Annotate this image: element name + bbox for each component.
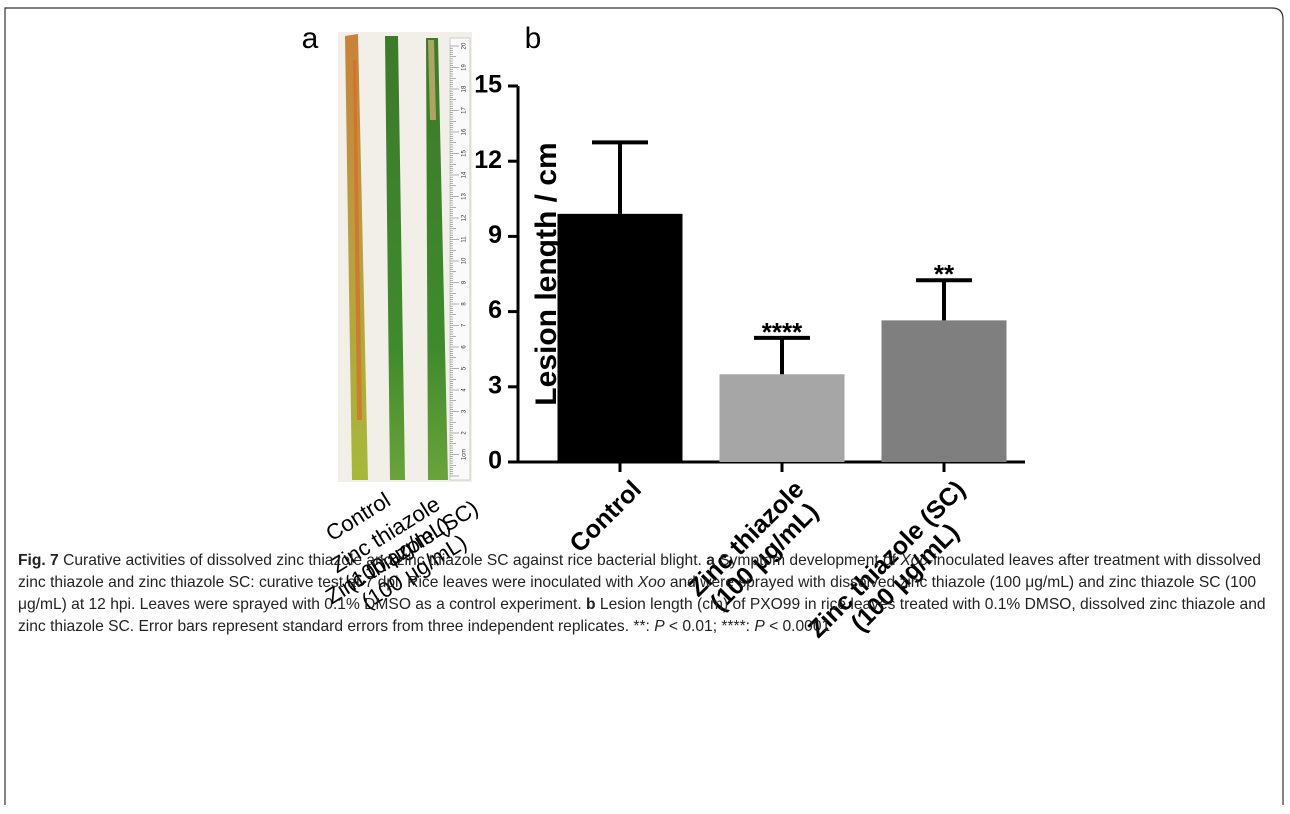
panel-letter: a <box>302 22 319 55</box>
ruler-label: 15 <box>462 150 468 157</box>
caption-text: a <box>706 552 715 569</box>
caption-text: P <box>754 618 764 635</box>
ruler-label: 1cm <box>462 449 468 460</box>
y-tick-label: 12 <box>474 146 502 174</box>
caption-text: < 0.01; ****: <box>665 618 755 635</box>
y-tick-label: 9 <box>488 221 502 249</box>
caption-text: Xoo <box>638 574 666 591</box>
significance: **** <box>762 317 803 347</box>
bar <box>558 214 683 462</box>
ruler-label: 12 <box>462 214 468 221</box>
error-bar <box>592 142 648 213</box>
caption-text: < 0.0001 <box>765 618 830 635</box>
ruler-label: 14 <box>462 171 468 178</box>
ruler-label: 11 <box>462 236 468 243</box>
caption-text: Fig. 7 <box>18 552 59 569</box>
caption-text: P <box>654 618 664 635</box>
caption-text: Curative activities of dissolved zinc th… <box>59 552 706 569</box>
ruler-label: 16 <box>462 128 468 135</box>
y-tick-label: 6 <box>488 296 502 324</box>
y-tick-label: 15 <box>474 71 502 99</box>
caption-text: b <box>586 596 596 613</box>
y-tick-label: 3 <box>488 371 502 399</box>
caption-text: Xoo <box>900 552 928 569</box>
figure: 1cm234567891011121314151617181920 a b Le… <box>0 0 1290 814</box>
ruler-label: 20 <box>462 42 468 49</box>
caption: Fig. 7 Curative activities of dissolved … <box>18 550 1268 638</box>
panel-letter: b <box>525 22 542 55</box>
ruler-label: 10 <box>462 257 468 264</box>
figure-canvas: 1cm234567891011121314151617181920 a b Le… <box>0 0 1290 814</box>
ruler-label: 18 <box>462 85 468 92</box>
ruler-label: 17 <box>462 107 468 114</box>
ruler-label: 19 <box>462 64 468 71</box>
y-tick-label: 0 <box>488 447 502 475</box>
significance: ** <box>934 259 955 289</box>
bar <box>882 320 1007 462</box>
ruler-label: 13 <box>462 193 468 200</box>
bar <box>720 374 845 462</box>
caption-text: Symptom development of <box>715 552 900 569</box>
